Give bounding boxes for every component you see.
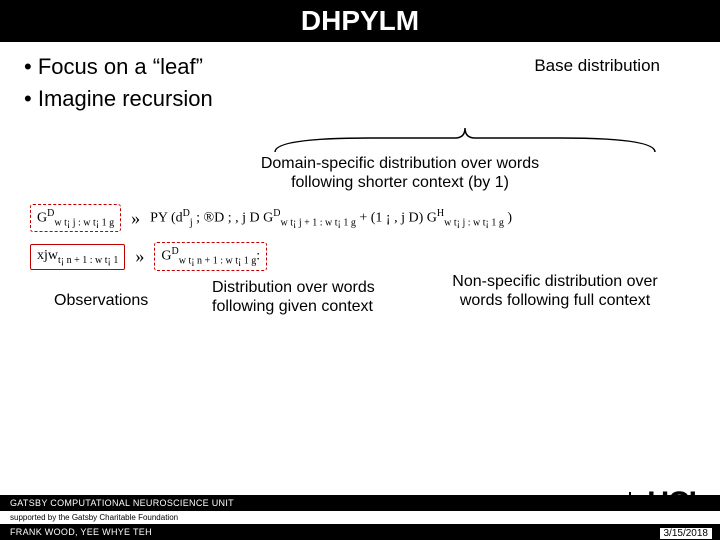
eq1-rhs-b-sup: D <box>273 208 280 219</box>
eq1-rhs-b: ; ®D ; , j D G <box>196 211 273 226</box>
content-area: • Focus on a “leaf” • Imagine recursion … <box>0 42 720 113</box>
eq1-rhs: PY (dDj ; ®D ; , j D GDw t¡ j + 1 : w t¡… <box>150 208 512 228</box>
eq2-lhs: xjw <box>37 248 58 263</box>
eq1-rhs-b-sub: w t¡ j + 1 : w t¡ 1 g <box>281 217 356 228</box>
nonspecific-label: Non-specific distribution over words fol… <box>430 272 680 310</box>
eq2-lhs-box: xjwt¡ n + 1 : w t¡ 1 <box>30 244 125 270</box>
equation-zone: GDw t¡ j : w t¡ 1 g » PY (dDj ; ®D ; , j… <box>30 204 690 281</box>
domain-line2: following shorter context (by 1) <box>291 174 509 191</box>
equation-1: GDw t¡ j : w t¡ 1 g » PY (dDj ; ®D ; , j… <box>30 204 690 232</box>
nonspec-line2: words following full context <box>460 292 650 309</box>
base-distribution-label: Base distribution <box>534 56 660 76</box>
eq2-rhs-box: GDw t¡ n + 1 : w t¡ 1 g: <box>154 242 267 270</box>
footer-support: supported by the Gatsby Charitable Found… <box>0 511 720 524</box>
observations-label: Observations <box>54 292 148 310</box>
eq2-rhs: G <box>161 249 171 264</box>
title-bar: DHPYLM <box>0 0 720 42</box>
footer-authors: FRANK WOOD, YEE WHYE TEH <box>10 527 152 537</box>
eq2-rhs-sup: D <box>171 246 178 257</box>
dist-line2: following given context <box>212 298 373 315</box>
eq1-rhs-c: + (1 ¡ , j D) G <box>359 211 437 226</box>
footer-date: 3/15/2018 <box>660 528 713 539</box>
bullet-1-text: Focus on a “leaf” <box>38 54 203 79</box>
bullet-2-text: Imagine recursion <box>38 86 213 111</box>
eq1-rhs-c-sub: w t¡ j : w t¡ 1 g <box>444 217 504 228</box>
eq2-rhs-sub: w t¡ n + 1 : w t¡ 1 g <box>179 256 257 267</box>
eq1-lhs-sub: w t¡ j : w t¡ 1 g <box>54 217 114 228</box>
slide-title: DHPYLM <box>301 5 419 37</box>
equation-2: xjwt¡ n + 1 : w t¡ 1 » GDw t¡ n + 1 : w … <box>30 242 690 270</box>
footer-unit: GATSBY COMPUTATIONAL NEUROSCIENCE UNIT <box>0 495 720 511</box>
dist-line1: Distribution over words <box>212 279 375 296</box>
eq1-rhs-a-sup: D <box>183 208 190 219</box>
tilde-2: » <box>131 246 148 267</box>
eq1-rhs-a: PY (d <box>150 211 183 226</box>
domain-line1: Domain-specific distribution over words <box>261 155 539 172</box>
footer-authors-bar: FRANK WOOD, YEE WHYE TEH <box>0 524 720 540</box>
footer: GATSBY COMPUTATIONAL NEUROSCIENCE UNIT s… <box>0 495 720 540</box>
distribution-label: Distribution over words following given … <box>212 278 402 316</box>
tilde-1: » <box>127 208 144 229</box>
nonspec-line1: Non-specific distribution over <box>452 273 657 290</box>
eq1-rhs-a-sub: j <box>190 217 193 228</box>
eq2-lhs-sub: t¡ n + 1 : w t¡ 1 <box>58 255 118 266</box>
curly-bracket <box>270 124 660 154</box>
eq1-lhs: G <box>37 211 47 226</box>
domain-specific-label: Domain-specific distribution over words … <box>210 154 590 192</box>
bracket-icon <box>270 124 660 154</box>
eq1-lhs-box: GDw t¡ j : w t¡ 1 g <box>30 204 121 232</box>
eq1-rhs-d: ) <box>507 211 512 226</box>
bullet-2: • Imagine recursion <box>24 84 696 114</box>
